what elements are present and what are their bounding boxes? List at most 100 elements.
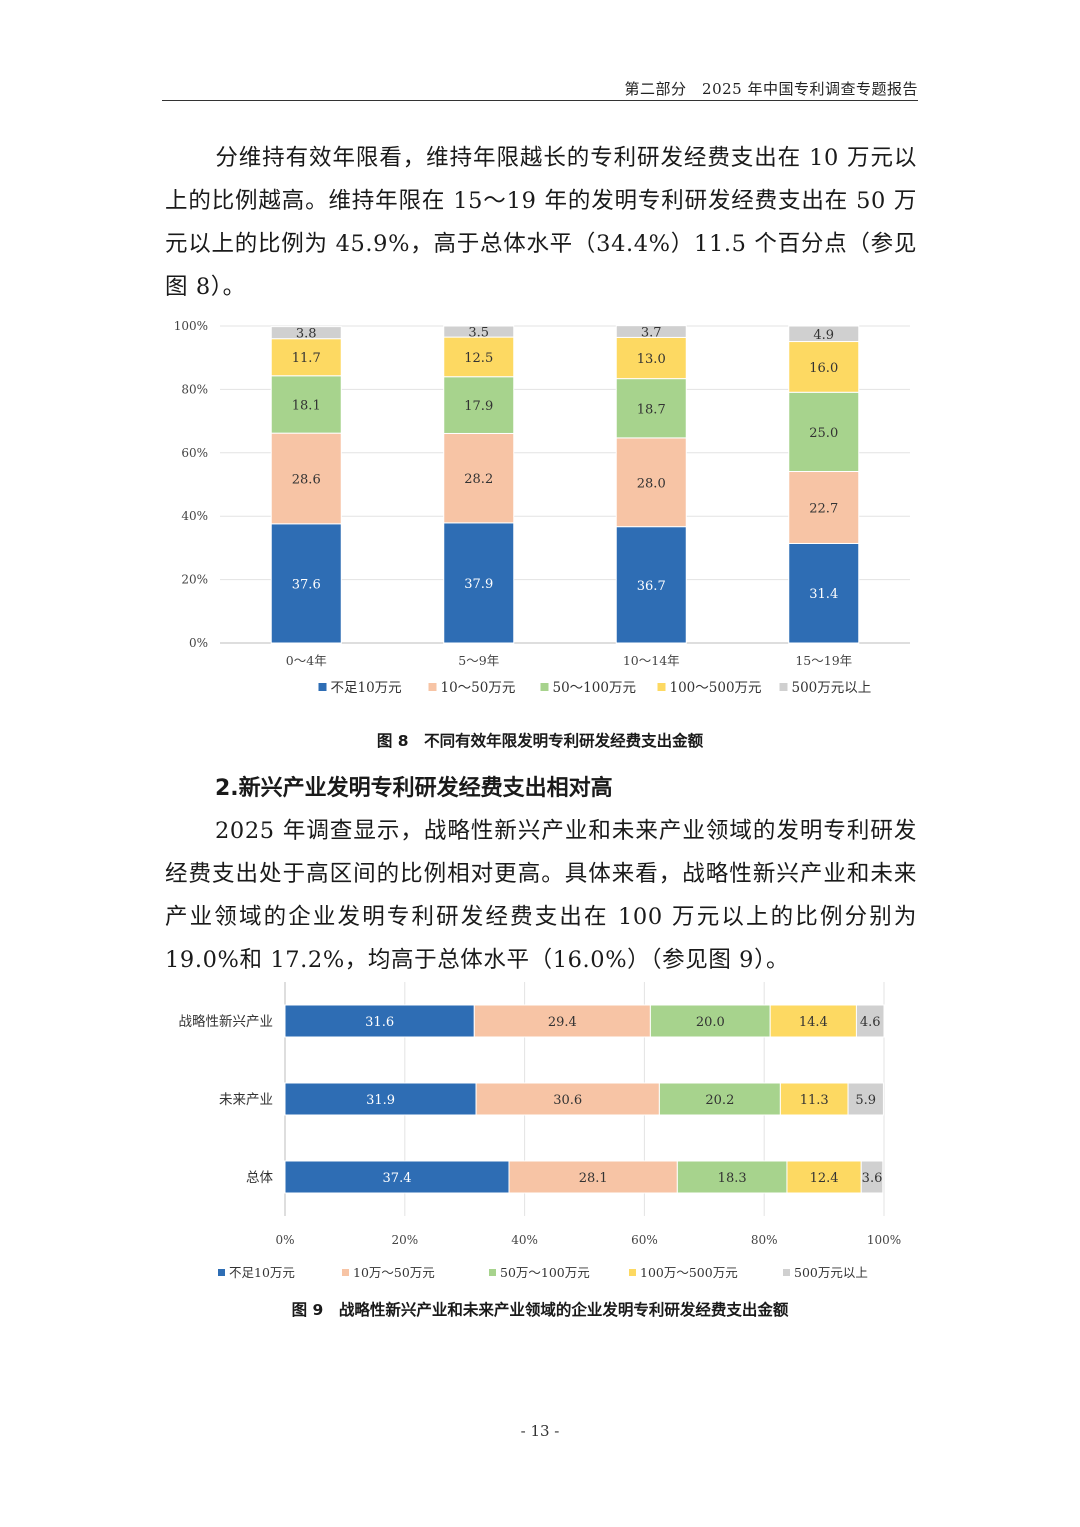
data-label: 28.0 — [637, 476, 666, 491]
data-label: 29.4 — [548, 1015, 577, 1030]
bar-segment-500 — [847, 1082, 884, 1116]
figure-8-chart: 0% 20% 40% 60% 80% 100% 37.6 28.6 18.1 11.7 3.8 0～4… — [174, 319, 910, 696]
bar-segment-10-50 — [443, 432, 515, 524]
legend-label: 10万～50万元 — [353, 1265, 435, 1280]
data-label: 18.1 — [292, 398, 321, 413]
bar-segment-10-50 — [270, 432, 342, 525]
data-label: 37.4 — [383, 1171, 412, 1186]
data-label: 11.3 — [800, 1093, 829, 1108]
data-label: 3.8 — [296, 327, 317, 342]
legend-swatch — [779, 683, 788, 691]
data-label: 28.1 — [579, 1171, 608, 1186]
x-category-label: 0～4年 — [286, 653, 327, 668]
data-label: 25.0 — [809, 426, 838, 441]
y-tick-label: 80% — [181, 382, 208, 396]
bar-segment-50-100 — [658, 1082, 781, 1116]
x-tick-label: 40% — [511, 1233, 538, 1247]
x-tick-label: 60% — [631, 1233, 658, 1247]
legend-swatch — [657, 683, 666, 691]
data-label: 12.4 — [810, 1171, 839, 1186]
running-header: 第二部分 2025 年中国专利调查专题报告 — [624, 80, 918, 98]
x-tick-label: 100% — [867, 1233, 901, 1247]
data-label: 3.6 — [862, 1171, 883, 1186]
figure-9-chart: 0% 20% 40% 60% 80% 100% 31.6 29.4 20.0 14.4 4.6 战略性… — [179, 982, 901, 1280]
paragraph-2: 2025 年调查显示，战略性新兴产业和未来产业领域的发明专利研发经费支出处于高区… — [165, 810, 917, 982]
bar-segment-50-100 — [615, 378, 687, 439]
header-rule — [162, 100, 918, 101]
data-label: 22.7 — [809, 501, 838, 516]
data-label: 18.3 — [718, 1171, 747, 1186]
section-heading: 2.新兴产业发明专利研发经费支出相对高 — [215, 776, 613, 801]
bar-segment-10-50 — [475, 1082, 660, 1116]
x-tick-label: 20% — [391, 1233, 418, 1247]
legend-label: 500万元以上 — [794, 1265, 868, 1280]
paragraph-1: 分维持有效年限看，维持年限越长的专利研发经费支出在 10 万元以上的比例越高。维… — [165, 137, 917, 309]
legend-label: 50～100万元 — [553, 680, 636, 696]
bar-segment-10 — [284, 1082, 477, 1116]
bar-segment-10 — [615, 526, 687, 644]
legend-label: 100万～500万元 — [640, 1265, 738, 1280]
data-label: 31.9 — [366, 1093, 395, 1108]
y-category-label: 未来产业 — [219, 1092, 273, 1108]
data-label: 36.7 — [637, 579, 666, 594]
legend-swatch — [428, 683, 437, 691]
data-label: 20.2 — [705, 1093, 734, 1108]
x-category-label: 5～9年 — [458, 653, 499, 668]
paragraph-1-text: 分维持有效年限看，维持年限越长的专利研发经费支出在 10 万元以上的比例越高。维… — [165, 145, 917, 300]
legend-swatch — [489, 1269, 496, 1276]
bar-segment-10 — [284, 1160, 510, 1194]
data-label: 31.6 — [365, 1015, 394, 1030]
legend-label: 100～500万元 — [670, 680, 762, 696]
data-label: 28.2 — [464, 472, 493, 487]
figure-8-caption: 图 8 不同有效年限发明专利研发经费支出金额 — [376, 732, 704, 750]
legend-swatch — [783, 1269, 790, 1276]
legend-swatch — [540, 683, 549, 691]
data-label: 37.9 — [464, 577, 493, 592]
data-label: 16.0 — [809, 361, 838, 376]
bar-segment-100-500 — [443, 336, 515, 378]
legend-label: 10～50万元 — [441, 680, 516, 696]
y-tick-label: 20% — [181, 573, 208, 587]
data-label: 30.6 — [553, 1093, 582, 1108]
bar-segment-500 — [615, 325, 687, 338]
data-label: 13.0 — [637, 352, 666, 367]
bar-segment-10 — [270, 523, 342, 644]
legend-label: 50万～100万元 — [500, 1265, 590, 1280]
bar-segment-100-500 — [786, 1160, 862, 1194]
data-label: 11.7 — [292, 351, 321, 366]
data-label: 14.4 — [799, 1015, 828, 1030]
figure-9-caption: 图 9 战略性新兴产业和未来产业领域的企业发明专利研发经费支出金额 — [291, 1301, 789, 1319]
bar-segment-500 — [860, 1160, 884, 1194]
bar-segment-10 — [443, 522, 515, 644]
data-label: 4.6 — [860, 1015, 881, 1030]
bar-segment-50-100 — [270, 375, 342, 434]
data-label: 12.5 — [464, 351, 493, 366]
data-label: 28.6 — [292, 472, 321, 487]
data-label: 17.9 — [464, 399, 493, 414]
bar-segment-100-500 — [779, 1082, 849, 1116]
page-number: - 13 - — [520, 1422, 560, 1440]
y-tick-label: 100% — [174, 319, 208, 333]
x-tick-label: 0% — [275, 1233, 294, 1247]
legend-swatch — [218, 1269, 225, 1276]
bar-segment-10 — [284, 1004, 475, 1038]
data-label: 3.5 — [468, 326, 489, 341]
y-tick-label: 60% — [181, 446, 208, 460]
data-label: 4.9 — [813, 328, 834, 343]
bar-segment-500 — [855, 1004, 885, 1038]
bar-segment-100-500 — [788, 341, 860, 393]
bar-segment-100-500 — [615, 336, 687, 380]
data-label: 5.9 — [855, 1093, 876, 1108]
y-category-label: 战略性新兴产业 — [179, 1014, 274, 1030]
data-label: 18.7 — [637, 402, 666, 417]
x-category-label: 15～19年 — [795, 653, 852, 668]
y-tick-label: 0% — [189, 636, 208, 650]
legend-swatch — [318, 683, 327, 691]
legend-label: 500万元以上 — [792, 680, 872, 696]
data-label: 37.6 — [292, 577, 321, 592]
legend-label: 不足10万元 — [229, 1265, 295, 1280]
bar-segment-10-50 — [508, 1160, 678, 1194]
legend-swatch — [342, 1269, 349, 1276]
bar-segment-100-500 — [769, 1004, 857, 1038]
legend-swatch — [629, 1269, 636, 1276]
